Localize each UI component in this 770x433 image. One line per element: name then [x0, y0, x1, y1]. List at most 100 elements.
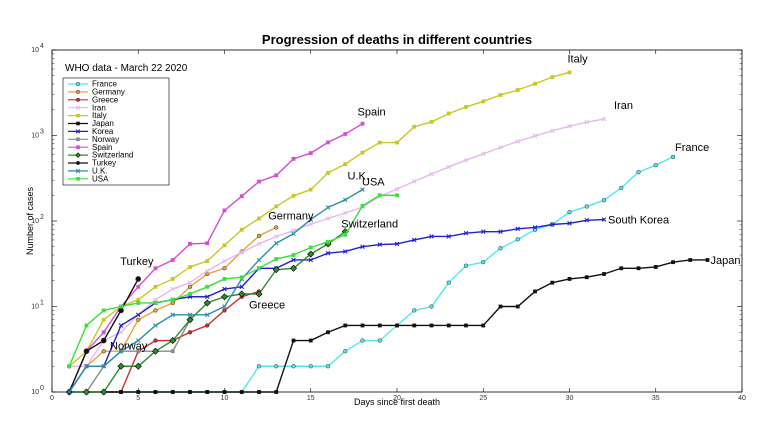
data-point: [205, 271, 210, 277]
data-point: [136, 317, 141, 322]
data-point: [601, 217, 607, 222]
data-point: [186, 316, 194, 324]
data-point: [325, 250, 331, 256]
data-point: [204, 294, 210, 300]
data-point: [291, 193, 296, 198]
data-point: [463, 230, 469, 236]
data-point: [291, 257, 296, 263]
data-point: [636, 266, 641, 271]
data-point: [187, 280, 193, 285]
data-point: [205, 241, 210, 246]
series-layer: [65, 70, 710, 396]
series-end-labels: France Germany Greece Iran Italy Japan South K…: [110, 53, 740, 352]
data-point: [395, 323, 399, 328]
data-point: [256, 364, 262, 369]
data-point: [274, 257, 279, 261]
series-end-label: Norway: [110, 341, 148, 353]
x-tick-label: 30: [566, 395, 574, 402]
data-point: [326, 170, 330, 175]
series-end-label: USA: [362, 176, 385, 188]
data-point: [307, 250, 315, 258]
data-point: [360, 150, 365, 155]
data-point: [153, 301, 158, 305]
data-point: [153, 284, 158, 289]
data-point: [67, 364, 72, 369]
series-u-k: [66, 187, 365, 395]
data-point: [515, 226, 521, 232]
data-point: [602, 272, 606, 276]
legend-label: Turkey: [92, 159, 116, 168]
legend-label: Switzerland: [92, 151, 133, 160]
data-point: [134, 362, 142, 370]
data-point: [533, 289, 537, 294]
legend-label: Korea: [92, 127, 114, 136]
data-point: [377, 338, 382, 343]
data-point: [463, 263, 469, 268]
data-point: [342, 197, 348, 203]
data-point: [118, 307, 124, 314]
data-point: [76, 121, 80, 126]
data-point: [412, 323, 417, 328]
data-point: [291, 338, 296, 343]
data-point: [653, 163, 658, 168]
data-point: [464, 105, 468, 109]
legend-label: Norway: [92, 135, 119, 144]
y-tick-exponent: 4: [40, 43, 44, 50]
data-point: [446, 234, 452, 239]
data-point: [308, 151, 313, 155]
data-point: [222, 243, 227, 248]
data-point: [584, 119, 590, 125]
data-point: [100, 337, 107, 344]
series-end-label: Turkey: [120, 256, 154, 268]
y-tick-exponent: 2: [40, 214, 44, 221]
legend-label: U.K.: [92, 167, 108, 176]
data-point: [326, 330, 330, 335]
data-point: [256, 233, 262, 239]
data-point: [204, 268, 210, 274]
data-point: [274, 390, 279, 394]
data-point: [343, 349, 348, 354]
legend-item: Japan: [68, 119, 114, 128]
data-point: [325, 364, 331, 369]
data-point: [170, 312, 176, 318]
data-point: [66, 389, 72, 395]
data-point: [136, 297, 141, 302]
data-point: [636, 170, 641, 175]
data-point: [188, 390, 192, 394]
legend-item: Germany: [68, 88, 125, 97]
data-point: [101, 349, 106, 354]
data-point: [101, 330, 106, 335]
data-point: [705, 258, 710, 262]
data-point: [360, 338, 365, 343]
data-point: [119, 304, 123, 309]
data-point: [515, 237, 520, 242]
legend-label: Spain: [92, 143, 112, 152]
data-point: [308, 364, 313, 369]
data-point: [75, 152, 81, 158]
data-point: [446, 280, 451, 285]
data-point: [584, 275, 589, 280]
series-line: [68, 194, 397, 367]
legend-label: Italy: [92, 111, 107, 120]
data-point: [532, 225, 538, 230]
data-point: [118, 348, 124, 354]
data-point: [222, 308, 227, 313]
data-point: [532, 133, 538, 139]
data-point: [394, 241, 400, 247]
data-point: [343, 232, 348, 237]
data-point: [222, 390, 227, 394]
data-point: [464, 323, 468, 328]
data-point: [101, 317, 106, 322]
data-point: [257, 390, 261, 394]
data-point: [170, 349, 175, 354]
data-point: [308, 338, 313, 343]
series-japan: [67, 258, 710, 394]
data-point: [481, 99, 486, 104]
data-point: [550, 75, 555, 79]
data-point: [170, 297, 175, 302]
data-point: [170, 390, 175, 394]
series-end-label: Spain: [358, 107, 386, 119]
data-point: [412, 124, 417, 129]
data-point: [567, 209, 572, 215]
